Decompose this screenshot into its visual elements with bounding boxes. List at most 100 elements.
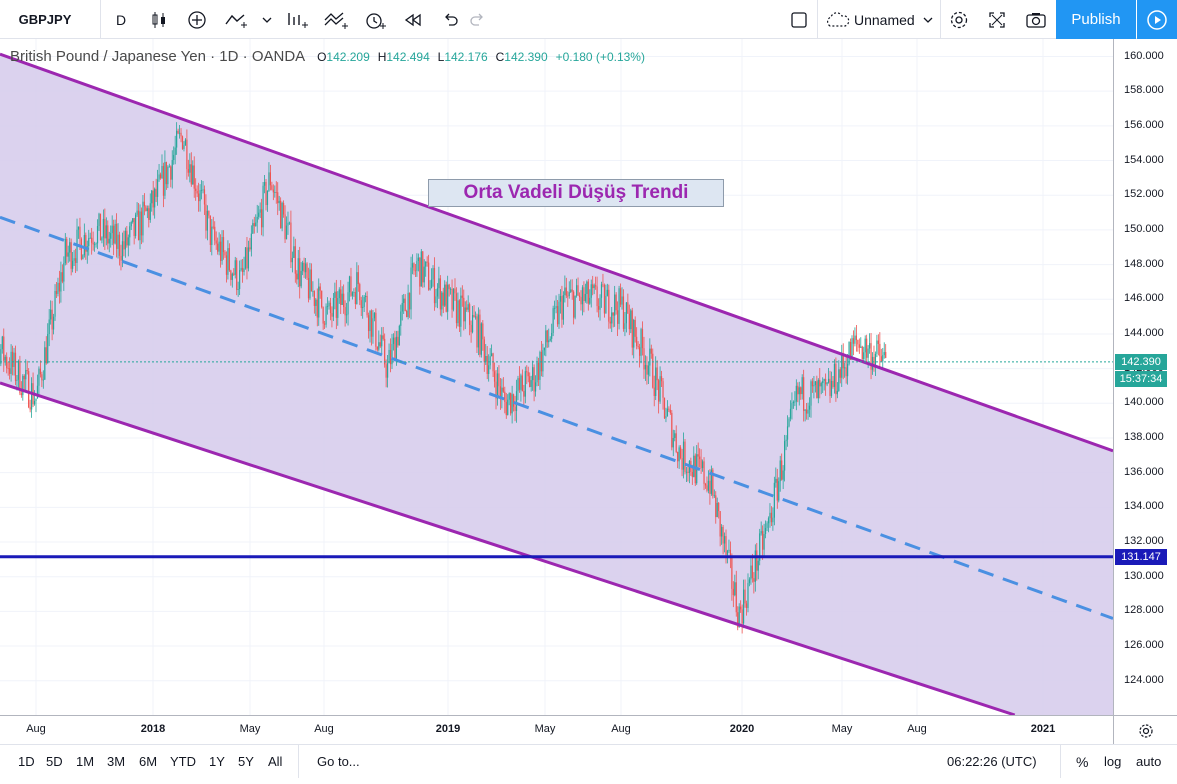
candle xyxy=(868,333,871,354)
candle xyxy=(297,249,299,288)
candle xyxy=(243,256,245,276)
candle xyxy=(228,243,230,272)
candle xyxy=(419,257,421,295)
candle xyxy=(489,348,491,370)
candle xyxy=(168,163,170,168)
range-button-1d[interactable]: 1D xyxy=(18,754,35,769)
candle xyxy=(183,141,185,152)
candle xyxy=(502,377,504,393)
financials-icon[interactable] xyxy=(282,0,312,39)
interval-button[interactable]: D xyxy=(115,11,127,28)
candle xyxy=(508,392,510,406)
legend-open-key: O xyxy=(317,50,327,64)
time-axis[interactable]: Aug 2018 May Aug 2019 May Aug 2020 May Aug 2021 xyxy=(0,715,1113,745)
stream-play-button[interactable] xyxy=(1137,0,1177,39)
settings-gear-icon[interactable] xyxy=(944,0,974,39)
candle xyxy=(304,257,307,279)
candle xyxy=(82,254,84,260)
candles-icon[interactable] xyxy=(144,0,174,39)
indicators-icon[interactable] xyxy=(222,0,274,39)
candle xyxy=(742,579,745,629)
replay-icon[interactable] xyxy=(398,0,428,39)
price-tick: 154.000 xyxy=(1124,153,1164,166)
fullscreen-toggle-icon[interactable] xyxy=(784,0,814,39)
undo-icon[interactable] xyxy=(436,0,464,39)
candle xyxy=(241,258,244,283)
candle xyxy=(294,238,296,283)
candle xyxy=(230,269,232,286)
price-tick: 132.000 xyxy=(1124,535,1164,548)
range-button-3m[interactable]: 3M xyxy=(107,754,126,769)
candle xyxy=(759,528,761,566)
log-toggle[interactable]: log xyxy=(1104,754,1122,769)
percent-toggle[interactable]: % xyxy=(1076,753,1089,770)
candle xyxy=(224,250,226,258)
price-tick: 130.000 xyxy=(1124,569,1164,582)
candle xyxy=(55,281,58,298)
auto-toggle[interactable]: auto xyxy=(1136,754,1162,769)
range-button-5d[interactable]: 5D xyxy=(46,754,63,769)
candle xyxy=(701,459,704,472)
candle xyxy=(748,577,751,587)
candle xyxy=(212,216,214,230)
price-axis[interactable]: 160.000 158.000 156.000 154.000 152.000 150.0… xyxy=(1113,39,1177,715)
toolbar-divider xyxy=(940,0,941,39)
time-tick: May xyxy=(534,723,556,735)
candle xyxy=(392,333,395,351)
candle xyxy=(132,218,134,224)
goto-date-button[interactable]: Go to... xyxy=(317,754,360,769)
candle xyxy=(114,219,116,245)
range-button-5y[interactable]: 5Y xyxy=(238,754,254,769)
candle xyxy=(316,288,318,327)
compare-icon[interactable] xyxy=(320,0,352,39)
candle xyxy=(252,219,254,234)
add-indicator-icon[interactable] xyxy=(182,0,212,39)
candle xyxy=(621,287,623,310)
range-button-all[interactable]: All xyxy=(268,754,283,769)
candle xyxy=(398,324,400,346)
candle xyxy=(217,237,219,255)
range-button-6m[interactable]: 6M xyxy=(139,754,158,769)
candle xyxy=(426,256,428,267)
candle xyxy=(347,281,349,326)
candle xyxy=(467,295,469,313)
candle xyxy=(592,275,594,296)
candle xyxy=(832,376,834,389)
candle xyxy=(663,397,666,420)
range-button-ytd[interactable]: YTD xyxy=(170,754,196,769)
axis-settings-button[interactable] xyxy=(1113,715,1177,745)
time-tick: 2019 xyxy=(435,723,461,735)
candle xyxy=(622,289,625,332)
candle xyxy=(762,525,764,560)
camera-icon[interactable] xyxy=(1020,0,1052,39)
candle xyxy=(400,304,402,336)
publish-button[interactable]: Publish xyxy=(1056,0,1136,39)
candle xyxy=(854,327,856,347)
toolbar-divider xyxy=(100,0,101,39)
candle xyxy=(603,283,606,318)
candle xyxy=(567,291,569,307)
candle xyxy=(281,201,283,232)
utc-clock[interactable]: 06:22:26 (UTC) xyxy=(947,754,1037,769)
alert-icon[interactable] xyxy=(360,0,390,39)
candle xyxy=(296,270,298,285)
candle xyxy=(794,391,796,407)
range-button-1m[interactable]: 1M xyxy=(76,754,95,769)
candle xyxy=(63,256,65,291)
candle xyxy=(517,375,519,401)
trend-annotation-label[interactable]: Orta Vadeli Düşüş Trendi xyxy=(428,179,724,207)
candle xyxy=(609,316,611,329)
chart-legend: British Pound / Japanese Yen · 1D · OAND… xyxy=(10,48,645,65)
candle xyxy=(656,360,658,391)
candle xyxy=(493,362,496,388)
candle xyxy=(137,203,140,241)
symbol-search-button[interactable]: GBPJPY xyxy=(18,12,72,27)
price-chart[interactable] xyxy=(0,39,1113,715)
price-tick: 150.000 xyxy=(1124,222,1164,235)
layout-menu-button[interactable]: Unnamed xyxy=(824,0,940,39)
candle xyxy=(845,355,847,384)
fullscreen-icon[interactable] xyxy=(982,0,1012,39)
candle xyxy=(473,305,475,318)
range-button-1y[interactable]: 1Y xyxy=(209,754,225,769)
redo-icon[interactable] xyxy=(464,0,492,39)
